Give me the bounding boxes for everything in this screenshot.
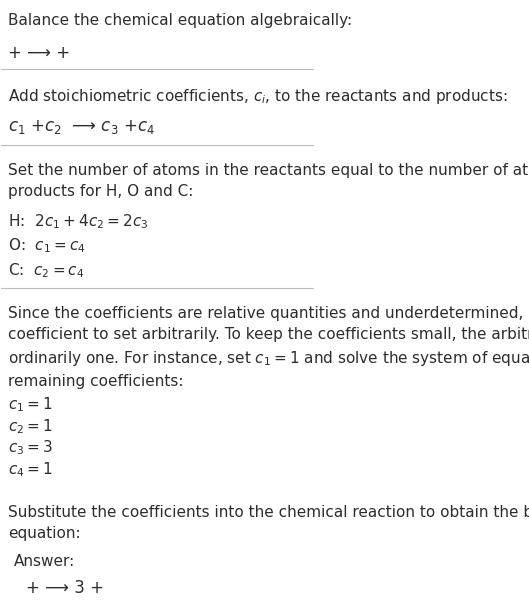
Text: $c_3 = 3$: $c_3 = 3$ [7, 438, 52, 457]
Text: Add stoichiometric coefficients, $c_i$, to the reactants and products:: Add stoichiometric coefficients, $c_i$, … [7, 86, 507, 106]
Text: $c_2 = 1$: $c_2 = 1$ [7, 417, 52, 436]
Text: Answer:: Answer: [14, 554, 75, 569]
Text: + ⟶ 3 +: + ⟶ 3 + [26, 579, 104, 597]
Text: $c_4 = 1$: $c_4 = 1$ [7, 460, 52, 479]
Text: Substitute the coefficients into the chemical reaction to obtain the balanced
eq: Substitute the coefficients into the che… [7, 505, 529, 541]
Text: H:  $2 c_1 + 4 c_2 = 2 c_3$: H: $2 c_1 + 4 c_2 = 2 c_3$ [7, 212, 148, 231]
Text: + ⟶ +: + ⟶ + [7, 44, 70, 62]
Text: C:  $c_2 = c_4$: C: $c_2 = c_4$ [7, 261, 84, 280]
Text: Set the number of atoms in the reactants equal to the number of atoms in the
pro: Set the number of atoms in the reactants… [7, 163, 529, 198]
Text: $c_1$ +$c_2$  ⟶ $c_3$ +$c_4$: $c_1$ +$c_2$ ⟶ $c_3$ +$c_4$ [7, 118, 154, 136]
Text: Since the coefficients are relative quantities and underdetermined, choose a
coe: Since the coefficients are relative quan… [7, 306, 529, 389]
FancyBboxPatch shape [6, 548, 97, 603]
Text: O:  $c_1 = c_4$: O: $c_1 = c_4$ [7, 236, 85, 255]
Text: $c_1 = 1$: $c_1 = 1$ [7, 396, 52, 414]
Text: Balance the chemical equation algebraically:: Balance the chemical equation algebraica… [7, 13, 352, 28]
